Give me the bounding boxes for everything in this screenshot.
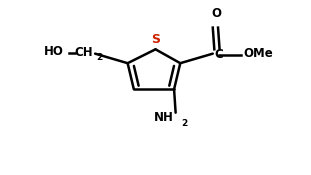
Text: 2: 2 bbox=[97, 54, 103, 62]
Text: OMe: OMe bbox=[244, 47, 273, 60]
Text: C: C bbox=[214, 48, 223, 61]
Text: 2: 2 bbox=[181, 120, 188, 128]
Text: HO: HO bbox=[44, 45, 64, 58]
Text: S: S bbox=[151, 33, 160, 46]
Text: CH: CH bbox=[74, 46, 93, 59]
Text: NH: NH bbox=[154, 111, 174, 124]
Text: O: O bbox=[212, 7, 222, 20]
